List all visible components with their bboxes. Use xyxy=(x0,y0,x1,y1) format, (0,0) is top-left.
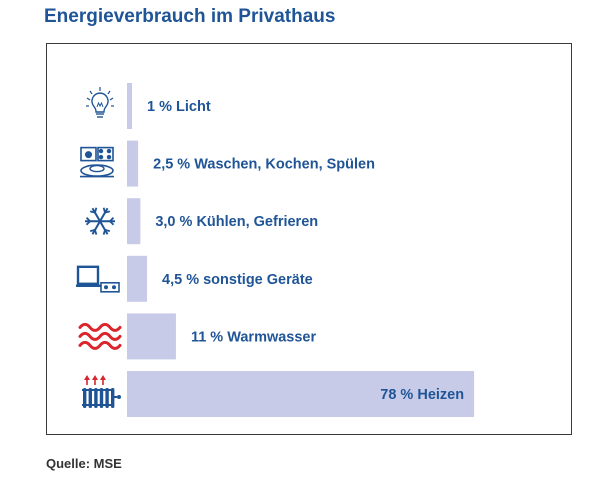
bar-label-5: 78 % Heizen xyxy=(380,387,464,403)
bar-5 xyxy=(127,371,475,417)
lightbulb-icon xyxy=(86,87,114,118)
bar-2 xyxy=(127,198,141,245)
bar-0 xyxy=(127,83,132,129)
appliances-icon xyxy=(80,146,114,178)
warm-water-icon xyxy=(78,322,122,350)
snowflake-icon xyxy=(85,207,115,235)
chart-title: Energieverbrauch im Privathaus xyxy=(44,6,336,27)
bar-label-1: 2,5 % Waschen, Kochen, Spülen xyxy=(153,157,375,173)
tv-devices-icon xyxy=(76,265,120,293)
source-note: Quelle: MSE xyxy=(46,456,122,471)
bar-4 xyxy=(127,313,176,360)
bar-label-2: 3,0 % Kühlen, Gefrieren xyxy=(155,214,318,230)
bar-label-0: 1 % Licht xyxy=(147,99,211,115)
bar-label-4: 11 % Warmwasser xyxy=(191,329,317,345)
chart-frame xyxy=(46,43,572,435)
radiator-icon xyxy=(82,375,121,408)
bar-3 xyxy=(127,255,148,302)
bar-label-3: 4,5 % sonstige Geräte xyxy=(162,272,313,288)
bar-1 xyxy=(127,140,139,187)
